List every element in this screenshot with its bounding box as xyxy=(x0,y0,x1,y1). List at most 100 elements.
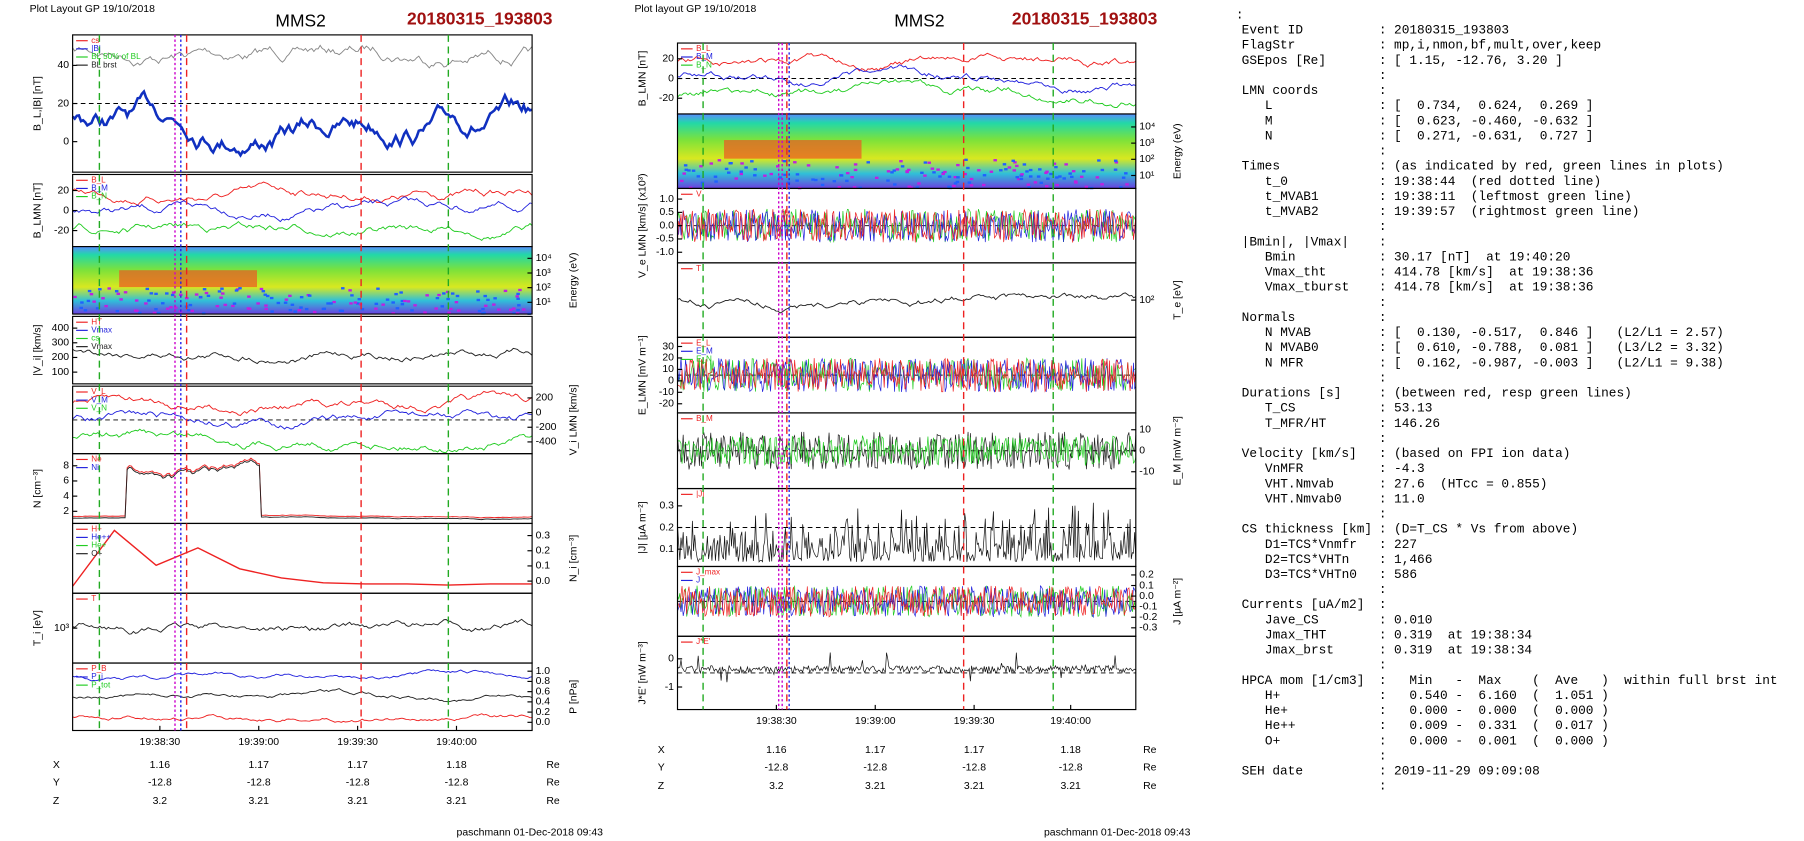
spectrogram-noise xyxy=(391,301,395,304)
y-tick-label: 0 xyxy=(668,73,674,84)
spectrogram-noise xyxy=(776,165,780,168)
orbit-value: 3.21 xyxy=(347,796,368,807)
spectrogram-noise xyxy=(92,300,96,303)
separator: : xyxy=(1379,643,1387,658)
spectrogram-noise xyxy=(806,164,811,167)
footer: paschmann 01-Dec-2018 09:43 xyxy=(457,828,604,839)
spectrogram-noise xyxy=(927,161,931,164)
y-tick-label: 1.0 xyxy=(536,666,551,677)
spectrogram-noise xyxy=(993,159,997,162)
summary-label: Times xyxy=(1242,159,1280,174)
spectrogram-noise xyxy=(1011,159,1015,162)
orbit-value: -12.8 xyxy=(148,778,172,789)
trace xyxy=(677,502,1137,563)
legend-label: H+ xyxy=(91,524,102,533)
spectrogram-noise xyxy=(284,298,289,301)
summary-label: Jmax_brst xyxy=(1265,643,1334,658)
separator: : xyxy=(1379,673,1387,688)
spectrogram-noise xyxy=(920,171,924,174)
y-tick-label: 0.0 xyxy=(536,717,551,728)
summary-label: N xyxy=(1265,128,1273,143)
spectrogram-noise xyxy=(483,294,487,298)
orbit-value: 3.21 xyxy=(249,796,270,807)
orbit-name: X xyxy=(53,760,60,771)
spectrogram-noise xyxy=(288,308,293,312)
separator: : xyxy=(1379,23,1387,38)
x-tick-label: 19:40:00 xyxy=(1050,716,1091,727)
separator: : xyxy=(1379,280,1387,295)
layout-label: Plot Layout GP 19/10/2018 xyxy=(30,4,156,15)
spectrogram-noise xyxy=(845,172,850,175)
spectrogram-noise xyxy=(165,292,169,295)
spectrogram-noise xyxy=(953,182,958,185)
summary-value: 19:38:44 (red dotted line) xyxy=(1394,174,1601,189)
separator: : xyxy=(1379,219,1387,234)
y-axis-label: N [cm⁻³] xyxy=(33,469,44,508)
panel-frame xyxy=(72,662,533,732)
y-tick-label: 20 xyxy=(58,98,70,109)
summary-value: 414.78 [km/s] at 19:38:36 xyxy=(1394,265,1593,280)
spectrogram-noise xyxy=(477,309,482,313)
trace xyxy=(72,529,533,587)
orbit-value: 3.21 xyxy=(865,781,886,792)
orbit-unit: Re xyxy=(546,778,560,789)
spectrogram-noise xyxy=(769,172,773,176)
spectrogram-noise xyxy=(1028,168,1033,172)
spectrogram-noise xyxy=(145,287,150,291)
spectrogram-noise xyxy=(982,183,986,187)
spectrogram-noise xyxy=(276,301,281,305)
spectrogram-noise xyxy=(1121,176,1126,179)
spectrogram-noise xyxy=(1019,177,1024,181)
spectrogram-noise xyxy=(338,309,343,312)
spectrogram-noise xyxy=(135,309,139,312)
spectrogram-noise xyxy=(1007,166,1012,169)
summary-value: [ 0.610, -0.788, 0.081 ] (L3/L2 = 3.32) xyxy=(1394,340,1724,355)
spectrogram-noise xyxy=(194,293,199,296)
spectrogram-noise xyxy=(144,302,148,305)
spectrogram-noise xyxy=(170,293,175,297)
trace xyxy=(677,52,1137,73)
summary-value: (D=T_CS * Vs from above) xyxy=(1394,522,1578,537)
orbit-name: Z xyxy=(658,781,665,792)
spectrogram-noise xyxy=(116,292,121,296)
separator: : xyxy=(1379,612,1387,627)
spectrogram-noise xyxy=(329,302,333,305)
trace xyxy=(72,713,533,723)
spectrogram-noise xyxy=(1039,181,1044,185)
spectrogram-noise xyxy=(515,295,519,298)
x-tick-label: 19:39:00 xyxy=(238,737,279,748)
spectrogram-noise xyxy=(909,186,913,189)
spectrogram-noise xyxy=(493,297,497,300)
trace xyxy=(72,408,533,430)
spectrogram-noise xyxy=(917,182,921,185)
y-tick-label: 10⁴ xyxy=(536,253,552,264)
spectrogram-noise xyxy=(391,312,395,315)
legend-label: BL brst xyxy=(91,60,117,69)
spectrogram-noise xyxy=(795,179,799,182)
summary-value: 20180315_193803 xyxy=(1394,23,1509,38)
separator: : xyxy=(1379,53,1387,68)
spectrogram-noise xyxy=(349,302,353,305)
spectrogram-noise xyxy=(321,307,326,311)
trace xyxy=(72,181,533,206)
spectrogram-noise xyxy=(1124,172,1128,175)
spectrogram-noise xyxy=(947,175,952,178)
y-tick-label: 10² xyxy=(1139,295,1155,306)
footer: paschmann 01-Dec-2018 09:43 xyxy=(1044,828,1191,839)
summary-label: FlagStr xyxy=(1242,38,1296,53)
separator: : xyxy=(1379,249,1387,264)
y-tick-label: 10³ xyxy=(1139,138,1155,149)
spectrogram-noise xyxy=(115,309,120,313)
summary-value: 53.13 xyxy=(1394,401,1432,416)
legend-label: E_M xyxy=(696,346,713,355)
legend-label: J_max xyxy=(696,567,720,576)
spectrogram-noise xyxy=(938,175,942,178)
separator: : xyxy=(1379,265,1387,280)
panel: 200-20B_LMN [nT]B_LB_MB_N xyxy=(637,42,1137,115)
summary-value: 11.0 xyxy=(1394,491,1425,506)
spectrogram-noise xyxy=(440,305,445,308)
y-tick-label: 0.5 xyxy=(659,207,674,218)
